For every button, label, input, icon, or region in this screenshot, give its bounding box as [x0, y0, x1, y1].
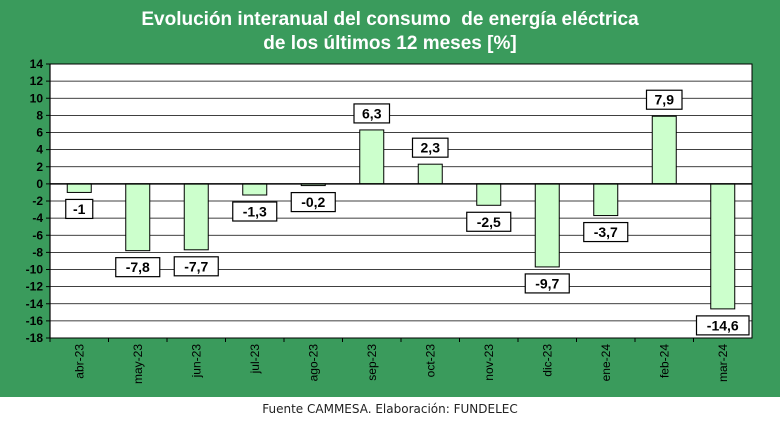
data-label: -1,3: [243, 204, 267, 220]
data-label: 7,9: [655, 92, 675, 108]
bar: [183, 183, 209, 251]
data-label: -14,6: [707, 317, 739, 333]
y-tick-label: 14: [30, 57, 44, 71]
data-label-box: [411, 137, 449, 158]
data-label: -9,7: [535, 275, 559, 291]
data-label: 2,3: [421, 140, 441, 156]
chart-title: Evolución interanual del consumo de ener…: [0, 8, 780, 56]
y-tick-label: 8: [36, 108, 43, 122]
y-tick-label: -2: [32, 194, 43, 208]
y-tick-label: 0: [36, 177, 43, 191]
x-tick-label: dic-23: [540, 344, 554, 377]
data-label: -7,8: [126, 259, 150, 275]
data-label-box: [695, 315, 750, 336]
y-tick-label: 10: [30, 91, 44, 105]
y-tick-label: -16: [26, 314, 44, 328]
y-tick-label: 2: [36, 160, 43, 174]
x-tick-label: feb-24: [657, 344, 671, 378]
y-tick-label: -14: [26, 297, 44, 311]
x-tick-label: jun-23: [189, 344, 203, 379]
bar: [476, 183, 502, 206]
bar: [651, 115, 677, 185]
data-label: -2,5: [477, 214, 501, 230]
bar: [66, 183, 92, 193]
data-label: 6,3: [362, 105, 382, 121]
x-tick-label: ago-23: [306, 344, 320, 382]
data-label: -3,7: [594, 224, 618, 240]
data-label-box: [232, 201, 278, 222]
data-label-box: [524, 273, 570, 294]
data-label-box: [290, 191, 336, 213]
data-label-box: [353, 103, 391, 124]
y-tick-label: -12: [26, 280, 44, 294]
x-tick-label: abr-23: [72, 344, 86, 379]
bar: [593, 183, 619, 217]
bar: [417, 163, 443, 185]
data-label-box: [645, 89, 683, 110]
x-tick-label: nov-23: [482, 344, 496, 381]
x-tick-label: ene-24: [599, 344, 613, 382]
data-label-box: [65, 198, 94, 220]
x-tick-label: oct-23: [423, 344, 437, 378]
bar: [710, 183, 736, 310]
y-tick-label: 6: [36, 126, 43, 140]
x-tick-label: jul-23: [248, 344, 262, 375]
x-tick-label: mar-24: [716, 344, 730, 382]
x-tick-label: may-23: [131, 344, 145, 384]
y-tick-label: -18: [26, 331, 44, 345]
y-tick-label: -10: [26, 263, 44, 277]
bar: [534, 183, 560, 268]
data-label: -1: [73, 201, 86, 217]
source-footer: Fuente CAMMESA. Elaboración: FUNDELEC: [262, 402, 518, 416]
chart-title-line-1: Evolución interanual del consumo de ener…: [141, 9, 639, 30]
data-label: -0,2: [301, 194, 325, 210]
data-label-box: [466, 211, 512, 232]
data-label-box: [173, 256, 219, 277]
chart-title-line-2: de los últimos 12 meses [%]: [263, 33, 517, 54]
y-tick-label: -4: [32, 211, 43, 225]
y-tick-label: -6: [32, 228, 43, 242]
y-tick-label: 4: [36, 143, 43, 157]
data-label-box: [583, 221, 629, 243]
data-label-box: [115, 257, 161, 278]
bar: [242, 183, 268, 196]
bar-chart: 14 12 10 8 6 4 2 0 -2 -4 -6 -8 -10 -12 -14 -16 -18 -1 abr-…: [26, 57, 753, 384]
x-tick-label: sep-23: [365, 344, 379, 381]
y-tick-label: -8: [32, 245, 43, 259]
data-label: -7,7: [184, 258, 208, 274]
y-tick-label: 12: [30, 74, 44, 88]
bar: [125, 183, 151, 252]
bar: [359, 129, 385, 185]
